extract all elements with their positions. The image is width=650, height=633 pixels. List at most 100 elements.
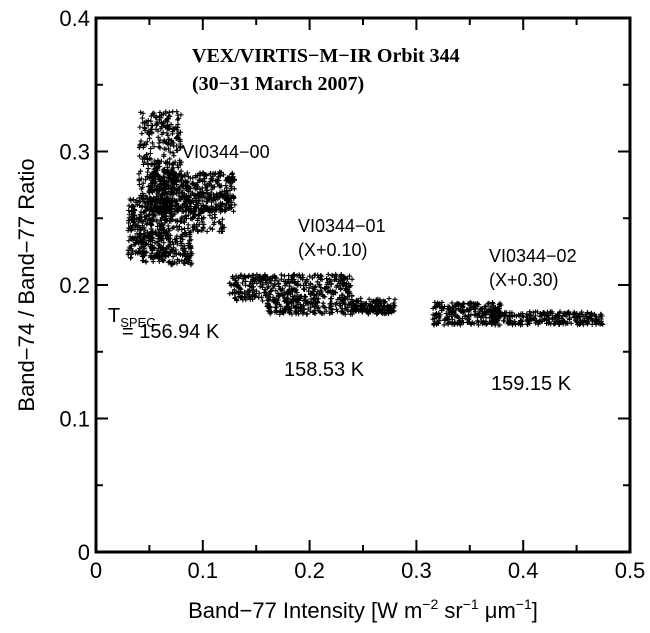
data-point-series-2 — [485, 301, 491, 307]
data-point-series-2 — [503, 309, 509, 315]
data-point-series-0 — [184, 183, 190, 189]
data-point-series-0 — [140, 110, 146, 116]
data-point-series-0 — [188, 237, 194, 243]
data-point-series-0 — [161, 240, 167, 246]
data-point-series-1 — [309, 275, 315, 281]
data-point-series-0 — [165, 206, 171, 212]
data-point-series-1 — [316, 296, 322, 302]
data-point-series-0 — [185, 212, 191, 218]
data-point-series-1 — [294, 281, 300, 287]
data-point-series-0 — [138, 186, 144, 192]
data-point-series-1 — [334, 282, 340, 288]
data-point-series-0 — [176, 206, 182, 212]
data-point-series-0 — [170, 261, 176, 267]
data-point-series-2 — [588, 315, 594, 321]
data-point-series-2 — [559, 316, 565, 322]
data-point-series-0 — [187, 244, 193, 250]
data-point-series-0 — [163, 253, 169, 259]
data-point-series-1 — [278, 276, 284, 282]
data-point-series-1 — [298, 308, 304, 314]
data-point-series-1 — [298, 282, 304, 288]
data-point-series-1 — [347, 300, 353, 306]
data-point-series-1 — [345, 304, 351, 310]
data-point-series-1 — [267, 291, 273, 297]
data-point-series-1 — [231, 287, 237, 293]
data-point-series-0 — [171, 153, 177, 159]
data-point-series-0 — [152, 198, 158, 204]
series-2-label: VI0344−02 — [489, 246, 577, 266]
data-point-series-0 — [229, 175, 235, 181]
data-point-series-1 — [251, 284, 257, 290]
data-point-series-1 — [275, 293, 281, 299]
data-point-series-0 — [157, 236, 163, 242]
data-point-series-1 — [349, 311, 355, 317]
data-point-series-0 — [183, 253, 189, 259]
data-point-series-0 — [137, 238, 143, 244]
data-point-series-1 — [235, 290, 241, 296]
data-point-series-0 — [145, 198, 151, 204]
data-point-series-0 — [220, 194, 226, 200]
data-point-series-0 — [182, 207, 188, 213]
data-point-series-0 — [160, 246, 166, 252]
data-point-series-1 — [273, 288, 279, 294]
data-point-series-0 — [139, 249, 145, 255]
data-point-series-1 — [268, 288, 274, 294]
data-point-series-0 — [231, 208, 237, 214]
data-point-series-0 — [167, 249, 173, 255]
data-point-series-2 — [433, 304, 439, 310]
data-point-series-1 — [315, 272, 321, 278]
data-point-series-0 — [167, 149, 173, 155]
data-point-series-1 — [330, 288, 336, 294]
data-point-series-0 — [163, 160, 169, 166]
data-point-series-1 — [294, 290, 300, 296]
data-point-series-2 — [445, 321, 451, 327]
data-point-series-0 — [189, 180, 195, 186]
data-point-series-0 — [188, 205, 194, 211]
data-point-series-0 — [158, 126, 164, 132]
data-point-series-0 — [198, 210, 204, 216]
data-point-series-2 — [528, 312, 534, 318]
data-point-series-0 — [175, 117, 181, 123]
data-point-series-1 — [301, 287, 307, 293]
data-point-series-1 — [268, 280, 274, 286]
data-point-series-2 — [579, 309, 585, 315]
data-point-series-0 — [163, 146, 169, 152]
data-point-series-1 — [380, 311, 386, 317]
data-point-series-1 — [246, 288, 252, 294]
data-point-series-0 — [141, 210, 147, 216]
data-point-series-1 — [276, 293, 282, 299]
data-point-series-0 — [229, 205, 235, 211]
data-point-series-0 — [170, 160, 176, 166]
data-point-series-1 — [298, 275, 304, 281]
data-point-series-1 — [301, 303, 307, 309]
data-point-series-0 — [172, 250, 178, 256]
data-point-series-0 — [143, 152, 149, 158]
data-point-series-1 — [296, 272, 302, 278]
data-point-series-1 — [308, 281, 314, 287]
data-point-series-0 — [155, 134, 161, 140]
data-point-series-1 — [241, 294, 247, 300]
data-point-series-1 — [316, 282, 322, 288]
data-point-series-1 — [341, 276, 347, 282]
data-point-series-1 — [250, 296, 256, 302]
y-tick-label: 0 — [78, 540, 90, 565]
data-point-series-0 — [215, 193, 221, 199]
data-point-series-1 — [333, 302, 339, 308]
data-point-series-2 — [468, 312, 474, 318]
data-point-series-1 — [289, 311, 295, 317]
data-point-series-0 — [174, 109, 180, 115]
data-point-series-0 — [143, 259, 149, 265]
data-point-series-0 — [181, 226, 187, 232]
data-point-series-0 — [165, 124, 171, 130]
data-point-series-2 — [432, 299, 438, 305]
data-point-series-0 — [232, 202, 238, 208]
data-point-series-0 — [217, 200, 223, 206]
data-point-series-1 — [346, 273, 352, 279]
data-point-series-0 — [168, 189, 174, 195]
data-point-series-2 — [439, 299, 445, 305]
data-point-series-1 — [308, 304, 314, 310]
data-point-series-0 — [128, 223, 134, 229]
data-point-series-0 — [129, 236, 135, 242]
data-point-series-1 — [270, 297, 276, 303]
data-point-series-0 — [158, 184, 164, 190]
